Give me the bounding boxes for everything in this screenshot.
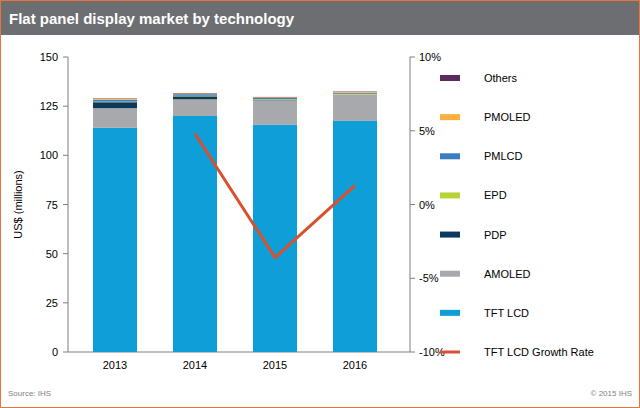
y2-tick: [410, 57, 415, 58]
legend-label: AMOLED: [484, 268, 531, 280]
bar-segment: [173, 99, 217, 116]
bar-segment: [173, 116, 217, 352]
legend-swatch: [440, 351, 460, 354]
legend-label: PDP: [484, 229, 507, 241]
legend-label: PMLCD: [484, 150, 523, 162]
y-tick-label: 0: [52, 346, 58, 358]
legend-swatch: [440, 310, 460, 316]
bar-segment: [253, 98, 297, 99]
y-tick: [63, 302, 68, 303]
y-tick-label: 25: [46, 297, 58, 309]
bar-segment: [173, 93, 217, 95]
bar-segment: [93, 128, 137, 352]
y2-tick: [410, 352, 415, 353]
bar-segment: [93, 98, 137, 100]
y-tick-label: 50: [46, 248, 58, 260]
legend-swatch: [440, 232, 460, 238]
bar-segment: [333, 92, 377, 94]
x-tick-label: 2013: [103, 359, 127, 371]
bar-segment: [173, 94, 217, 96]
x-tick-label: 2016: [343, 359, 367, 371]
y-tick: [63, 352, 68, 353]
source: Source: IHS: [8, 389, 51, 398]
bar-segment: [253, 100, 297, 125]
y-tick: [63, 253, 68, 254]
y-tick: [63, 204, 68, 205]
title: Flat panel display market by technology: [9, 10, 295, 27]
legend-label: PMOLED: [484, 111, 531, 123]
plot-marks: [93, 91, 377, 352]
y-tick: [63, 155, 68, 156]
legend-label: TFT LCD Growth Rate: [484, 346, 594, 358]
legend-swatch: [440, 153, 460, 159]
bar-segment: [333, 91, 377, 92]
title-bar: [1, 1, 639, 35]
border: [1, 1, 640, 408]
y-axis-label: US$ (millions): [12, 170, 24, 238]
bar-segment: [333, 93, 377, 95]
y2-tick: [410, 204, 415, 205]
legend-swatch: [440, 75, 460, 81]
bar-segment: [173, 96, 217, 99]
bar-segment: [173, 92, 217, 93]
y-tick: [63, 106, 68, 107]
bar-segment: [253, 125, 297, 352]
bar-segment: [253, 96, 297, 97]
x-tick-label: 2014: [183, 359, 207, 371]
y-tick-label: 150: [40, 51, 58, 63]
y2-tick: [410, 278, 415, 279]
bar-segment: [93, 100, 137, 102]
legend-swatch: [440, 114, 460, 120]
bar-segment: [333, 94, 377, 121]
legend-label: EPD: [484, 189, 507, 201]
bar-segment: [93, 98, 137, 99]
bar-segment: [333, 91, 377, 93]
legend-swatch: [440, 271, 460, 277]
y-tick: [63, 57, 68, 58]
y2-tick: [410, 130, 415, 131]
background: [0, 0, 640, 408]
y2-tick-label: 0%: [419, 199, 435, 211]
legend-label: Others: [484, 72, 518, 84]
legend-swatch: [440, 192, 460, 198]
bar-segment: [333, 94, 377, 95]
bar-segment: [93, 108, 137, 128]
copyright: © 2015 IHS: [591, 389, 632, 398]
legend-label: TFT LCD: [484, 307, 529, 319]
bar-segment: [253, 97, 297, 99]
y-tick-label: 75: [46, 199, 58, 211]
growth-line: [195, 134, 355, 258]
bar-segment: [93, 102, 137, 108]
y-tick-label: 125: [40, 100, 58, 112]
chart: Flat panel display market by technology 0…: [0, 0, 640, 408]
y-tick-label: 100: [40, 149, 58, 161]
bar-segment: [333, 121, 377, 352]
y2-tick-label: 5%: [419, 125, 435, 137]
y2-tick-label: -5%: [419, 272, 439, 284]
x-tick-label: 2015: [263, 359, 287, 371]
bar-segment: [253, 99, 297, 101]
bar-segment: [253, 99, 297, 101]
y2-tick-label: 10%: [419, 51, 441, 63]
